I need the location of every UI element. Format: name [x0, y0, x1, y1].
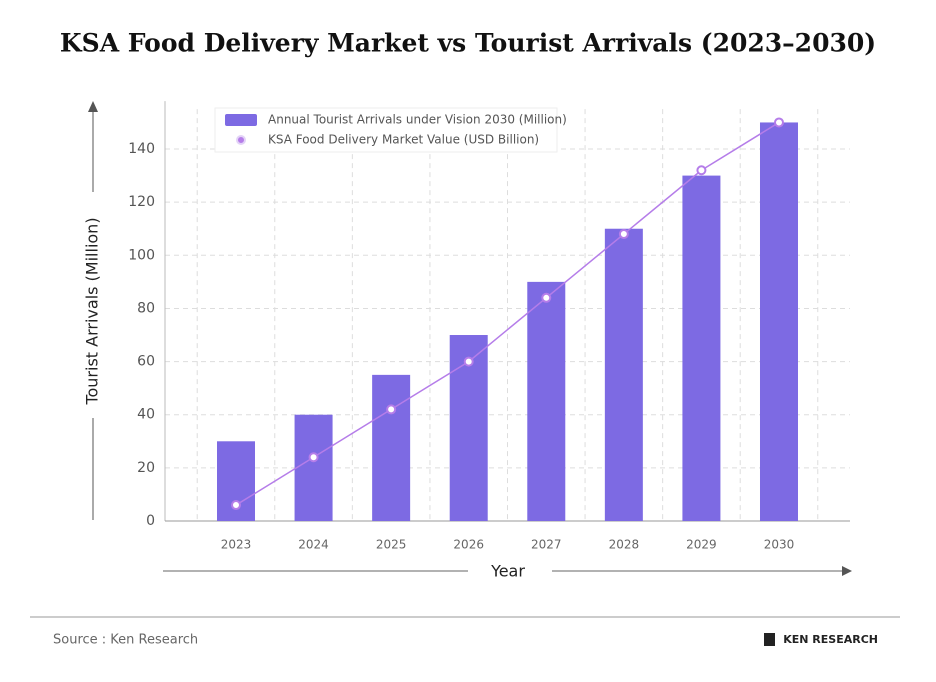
- x-tick-label: 2024: [298, 538, 329, 552]
- y-tick-label: 80: [137, 300, 155, 316]
- brand-icon: [764, 633, 775, 646]
- y-tick-label: 140: [128, 141, 155, 157]
- legend-box: [214, 107, 558, 153]
- x-axis-label: Year: [490, 562, 525, 581]
- source: Source : Ken Research: [53, 633, 198, 648]
- line-point: [696, 165, 707, 176]
- bar: [294, 414, 333, 521]
- y-tick-label: 120: [128, 194, 155, 210]
- legend-swatch: [225, 114, 257, 126]
- line-point: [618, 229, 629, 240]
- line-point: [773, 117, 784, 128]
- bar: [527, 281, 566, 521]
- line-point: [541, 292, 552, 303]
- y-tick-label: 100: [128, 247, 155, 263]
- x-tick-label: 2030: [764, 538, 795, 552]
- arrow-head: [88, 101, 98, 112]
- x-tick-label: 2028: [609, 538, 640, 552]
- y-tick-label: 60: [137, 354, 155, 370]
- x-tick-label: 2026: [453, 538, 484, 552]
- brand: KEN RESEARCH: [783, 633, 878, 646]
- arrow-head: [842, 566, 852, 576]
- legend-label: KSA Food Delivery Market Value (USD Bill…: [268, 133, 539, 147]
- bar: [372, 374, 411, 521]
- bar: [682, 175, 721, 521]
- legend-swatch: [236, 135, 246, 145]
- line: [235, 121, 780, 506]
- y-axis-label: Tourist Arrivals (Million): [83, 217, 102, 405]
- legend-label: Annual Tourist Arrivals under Vision 203…: [268, 113, 567, 127]
- bar: [604, 228, 643, 522]
- line-point: [386, 404, 397, 415]
- y-tick-label: 0: [146, 513, 155, 529]
- line-point: [463, 356, 474, 367]
- x-tick-label: 2023: [221, 538, 252, 552]
- x-tick-label: 2025: [376, 538, 407, 552]
- bar: [759, 122, 798, 521]
- chart-title: KSA Food Delivery Market vs Tourist Arri…: [60, 29, 876, 58]
- line-point: [231, 500, 241, 511]
- line-point: [308, 452, 319, 463]
- x-tick-label: 2029: [686, 538, 717, 552]
- x-tick-label: 2027: [531, 538, 562, 552]
- y-tick-label: 40: [137, 407, 155, 423]
- y-tick-label: 20: [137, 460, 155, 476]
